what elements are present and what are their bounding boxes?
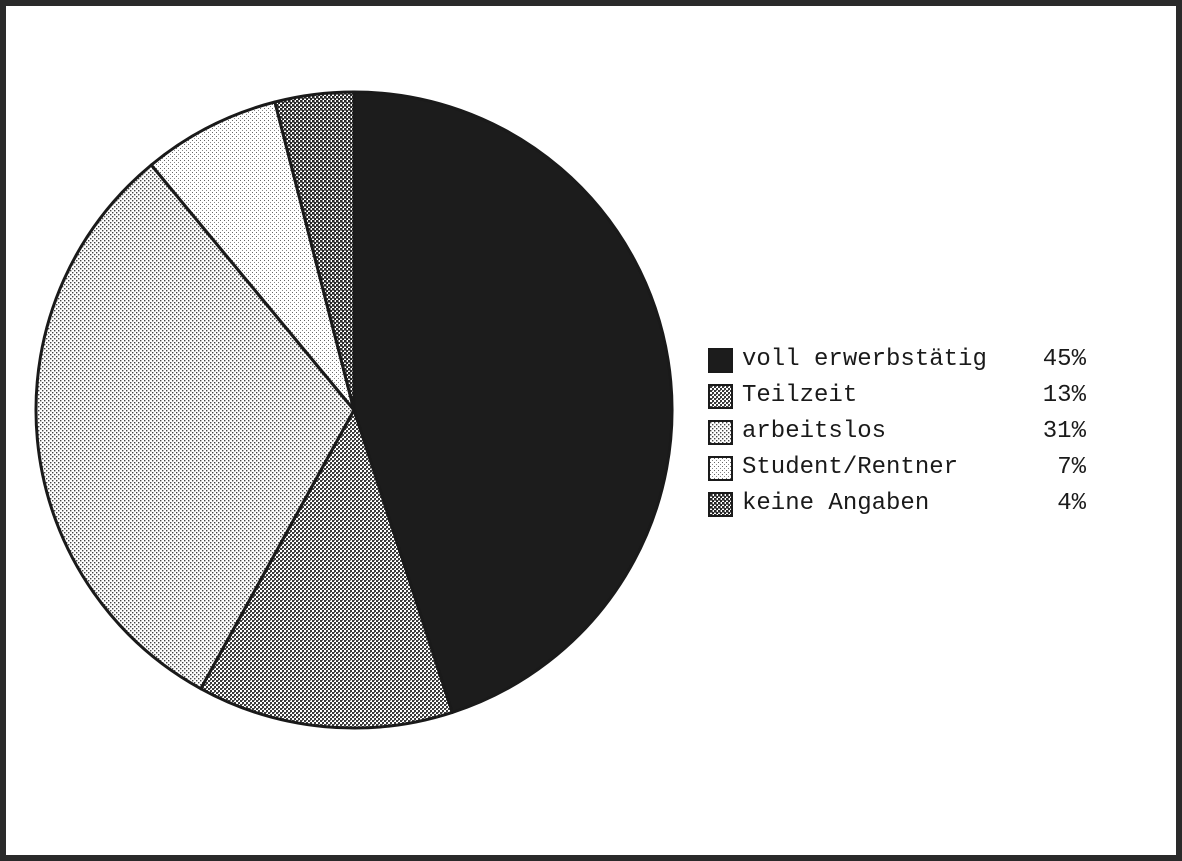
medium-dots-swatch-icon xyxy=(708,420,733,445)
pie-slice-arbeitslos xyxy=(34,163,356,691)
pie-slice-student-rentner xyxy=(149,100,356,412)
legend-item-student-rentner: Student/Rentner 7% xyxy=(708,452,1092,488)
solid-dark-swatch-icon xyxy=(708,348,733,373)
legend-item-teilzeit: Teilzeit 13% xyxy=(708,380,1092,416)
legend-item-arbeitslos: arbeitslos 31% xyxy=(708,416,1092,452)
legend-value: 45% xyxy=(1042,346,1086,373)
legend-label: voll erwerbstätig xyxy=(742,346,987,373)
legend-item-voll-erwerbstaetig: voll erwerbstätig 45% xyxy=(708,344,1092,380)
light-dots-swatch-icon xyxy=(708,456,733,481)
legend-label: arbeitslos xyxy=(742,418,887,445)
legend-label: Teilzeit xyxy=(742,382,858,409)
pie-slices xyxy=(34,90,674,730)
legend: voll erwerbstätig 45% Teilzeit 13% arbei… xyxy=(708,344,1092,524)
dark-check-swatch-icon xyxy=(708,492,733,517)
legend-value: 4% xyxy=(1057,490,1086,517)
legend-label: keine Angaben xyxy=(742,490,930,517)
pie-slice-voll-erwerbstatig xyxy=(352,90,674,714)
legend-item-keine-angaben: keine Angaben 4% xyxy=(708,488,1092,524)
legend-label: Student/Rentner xyxy=(742,454,959,481)
legend-value: 7% xyxy=(1057,454,1086,481)
pie-slice-teilzeit xyxy=(199,408,454,730)
pie-slice-keine-angaben xyxy=(273,90,356,412)
dense-check-swatch-icon xyxy=(708,384,733,409)
legend-value: 13% xyxy=(1042,382,1086,409)
legend-value: 31% xyxy=(1042,418,1086,445)
